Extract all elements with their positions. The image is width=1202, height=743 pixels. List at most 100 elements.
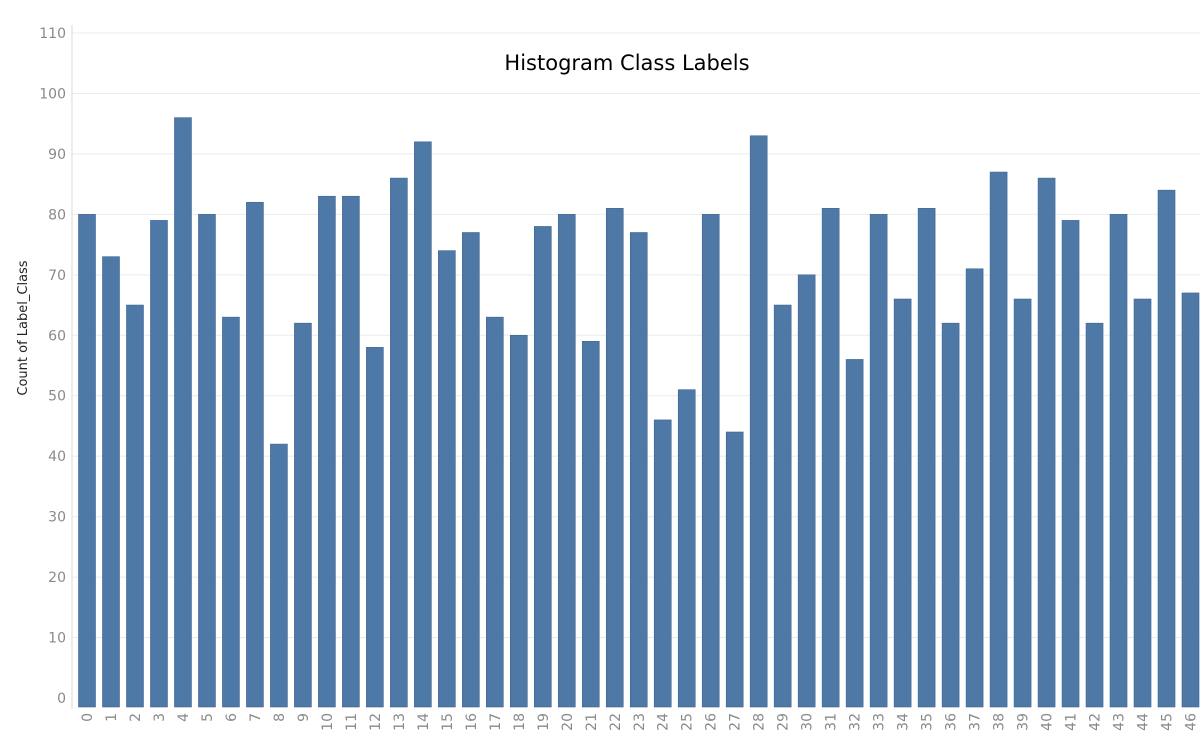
y-tick-label: 60 bbox=[48, 328, 66, 344]
bar-17 bbox=[486, 316, 504, 708]
bar-19 bbox=[533, 226, 552, 708]
y-tick-label: 40 bbox=[48, 449, 66, 465]
bar-30 bbox=[797, 274, 816, 708]
bar-46 bbox=[1181, 292, 1200, 708]
x-tick-label: 29 bbox=[776, 713, 792, 731]
x-tick-label: 22 bbox=[608, 713, 624, 731]
bar-18 bbox=[509, 334, 528, 708]
bar-42 bbox=[1085, 322, 1104, 708]
x-tick-label: 36 bbox=[944, 713, 960, 731]
bar-15 bbox=[438, 250, 456, 708]
bar-33 bbox=[869, 214, 888, 708]
x-tick-label: 4 bbox=[176, 713, 192, 722]
x-tick-label: 32 bbox=[848, 713, 864, 731]
x-tick-label: 17 bbox=[488, 713, 504, 731]
y-tick-label: 110 bbox=[39, 26, 66, 42]
bar-11 bbox=[342, 195, 360, 708]
bar-25 bbox=[677, 389, 696, 708]
chart-title: Histogram Class Labels bbox=[504, 51, 749, 75]
x-tick-label: 19 bbox=[536, 713, 552, 731]
x-tick-label: 1 bbox=[104, 713, 120, 722]
y-tick-label: 30 bbox=[48, 510, 66, 526]
bar-26 bbox=[701, 214, 720, 708]
bar-32 bbox=[845, 359, 864, 708]
x-tick-label: 15 bbox=[440, 713, 456, 731]
bar-10 bbox=[318, 195, 336, 708]
bar-39 bbox=[1013, 298, 1032, 708]
x-tick-label: 37 bbox=[968, 713, 984, 731]
x-tick-label: 12 bbox=[368, 713, 384, 731]
bar-36 bbox=[941, 322, 960, 708]
bar-9 bbox=[294, 322, 312, 708]
y-tick-label: 20 bbox=[48, 570, 66, 586]
bar-34 bbox=[893, 298, 912, 708]
x-tick-label: 11 bbox=[344, 713, 360, 731]
bar-23 bbox=[629, 232, 648, 708]
x-tick-label: 40 bbox=[1040, 713, 1056, 731]
x-tick-label: 43 bbox=[1112, 713, 1128, 731]
bar-43 bbox=[1109, 214, 1128, 708]
y-tick-label: 0 bbox=[57, 691, 66, 707]
x-tick-label: 0 bbox=[80, 713, 96, 722]
x-tick-label: 21 bbox=[584, 713, 600, 731]
bar-28 bbox=[749, 135, 768, 708]
bars bbox=[78, 117, 1200, 708]
y-axis-label: Count of Label_Class bbox=[16, 260, 31, 395]
x-tick-label: 23 bbox=[632, 713, 648, 731]
y-tick-label: 50 bbox=[48, 389, 66, 405]
bar-7 bbox=[246, 201, 264, 708]
x-tick-label: 38 bbox=[992, 713, 1008, 731]
x-tick-label: 9 bbox=[296, 713, 312, 722]
x-tick-labels: 0 1 2 3 4 5 6 7 8 9 10 11 12 13 14 15 16 17 18 19 20 21 22 23 24… bbox=[80, 713, 1200, 731]
bar-14 bbox=[414, 141, 432, 708]
bar-44 bbox=[1133, 298, 1152, 708]
bar-40 bbox=[1037, 177, 1056, 708]
y-tick-label: 70 bbox=[48, 268, 66, 284]
bar-27 bbox=[725, 431, 744, 708]
bar-6 bbox=[222, 316, 240, 708]
x-tick-label: 2 bbox=[128, 713, 144, 722]
bar-2 bbox=[126, 304, 144, 708]
x-tick-label: 31 bbox=[824, 713, 840, 731]
bar-1 bbox=[102, 256, 120, 708]
x-tick-label: 6 bbox=[224, 713, 240, 722]
y-tick-label: 10 bbox=[48, 631, 66, 647]
bar-41 bbox=[1061, 220, 1080, 708]
x-tick-label: 3 bbox=[152, 713, 168, 722]
x-tick-label: 44 bbox=[1136, 713, 1152, 731]
x-tick-label: 46 bbox=[1184, 713, 1200, 731]
x-tick-label: 16 bbox=[464, 713, 480, 731]
x-tick-label: 14 bbox=[416, 713, 432, 731]
bar-35 bbox=[917, 208, 936, 708]
x-tick-label: 20 bbox=[560, 713, 576, 731]
x-tick-label: 24 bbox=[656, 713, 672, 731]
x-tick-label: 8 bbox=[272, 713, 288, 722]
bar-0 bbox=[78, 214, 96, 708]
x-tick-label: 5 bbox=[200, 713, 216, 722]
x-tick-label: 30 bbox=[800, 713, 816, 731]
bar-37 bbox=[965, 268, 984, 708]
bar-29 bbox=[773, 304, 792, 708]
bar-8 bbox=[270, 443, 288, 708]
bar-5 bbox=[198, 214, 216, 708]
x-tick-label: 27 bbox=[728, 713, 744, 731]
bar-38 bbox=[989, 171, 1008, 708]
x-tick-label: 35 bbox=[920, 713, 936, 731]
x-tick-label: 18 bbox=[512, 713, 528, 731]
x-tick-label: 13 bbox=[392, 713, 408, 731]
bar-22 bbox=[605, 208, 624, 708]
x-tick-label: 7 bbox=[248, 713, 264, 722]
x-tick-label: 33 bbox=[872, 713, 888, 731]
y-tick-label: 100 bbox=[39, 86, 66, 102]
x-tick-label: 34 bbox=[896, 713, 912, 731]
y-tick-label: 80 bbox=[48, 207, 66, 223]
x-tick-label: 28 bbox=[752, 713, 768, 731]
bar-13 bbox=[390, 177, 408, 708]
bar-20 bbox=[557, 214, 576, 708]
y-tick-labels: 0 10 20 30 40 50 60 70 80 90 100 110 bbox=[39, 26, 66, 707]
y-tick-label: 90 bbox=[48, 147, 66, 163]
x-tick-label: 26 bbox=[704, 713, 720, 731]
bar-12 bbox=[366, 347, 384, 708]
x-tick-label: 39 bbox=[1016, 713, 1032, 731]
